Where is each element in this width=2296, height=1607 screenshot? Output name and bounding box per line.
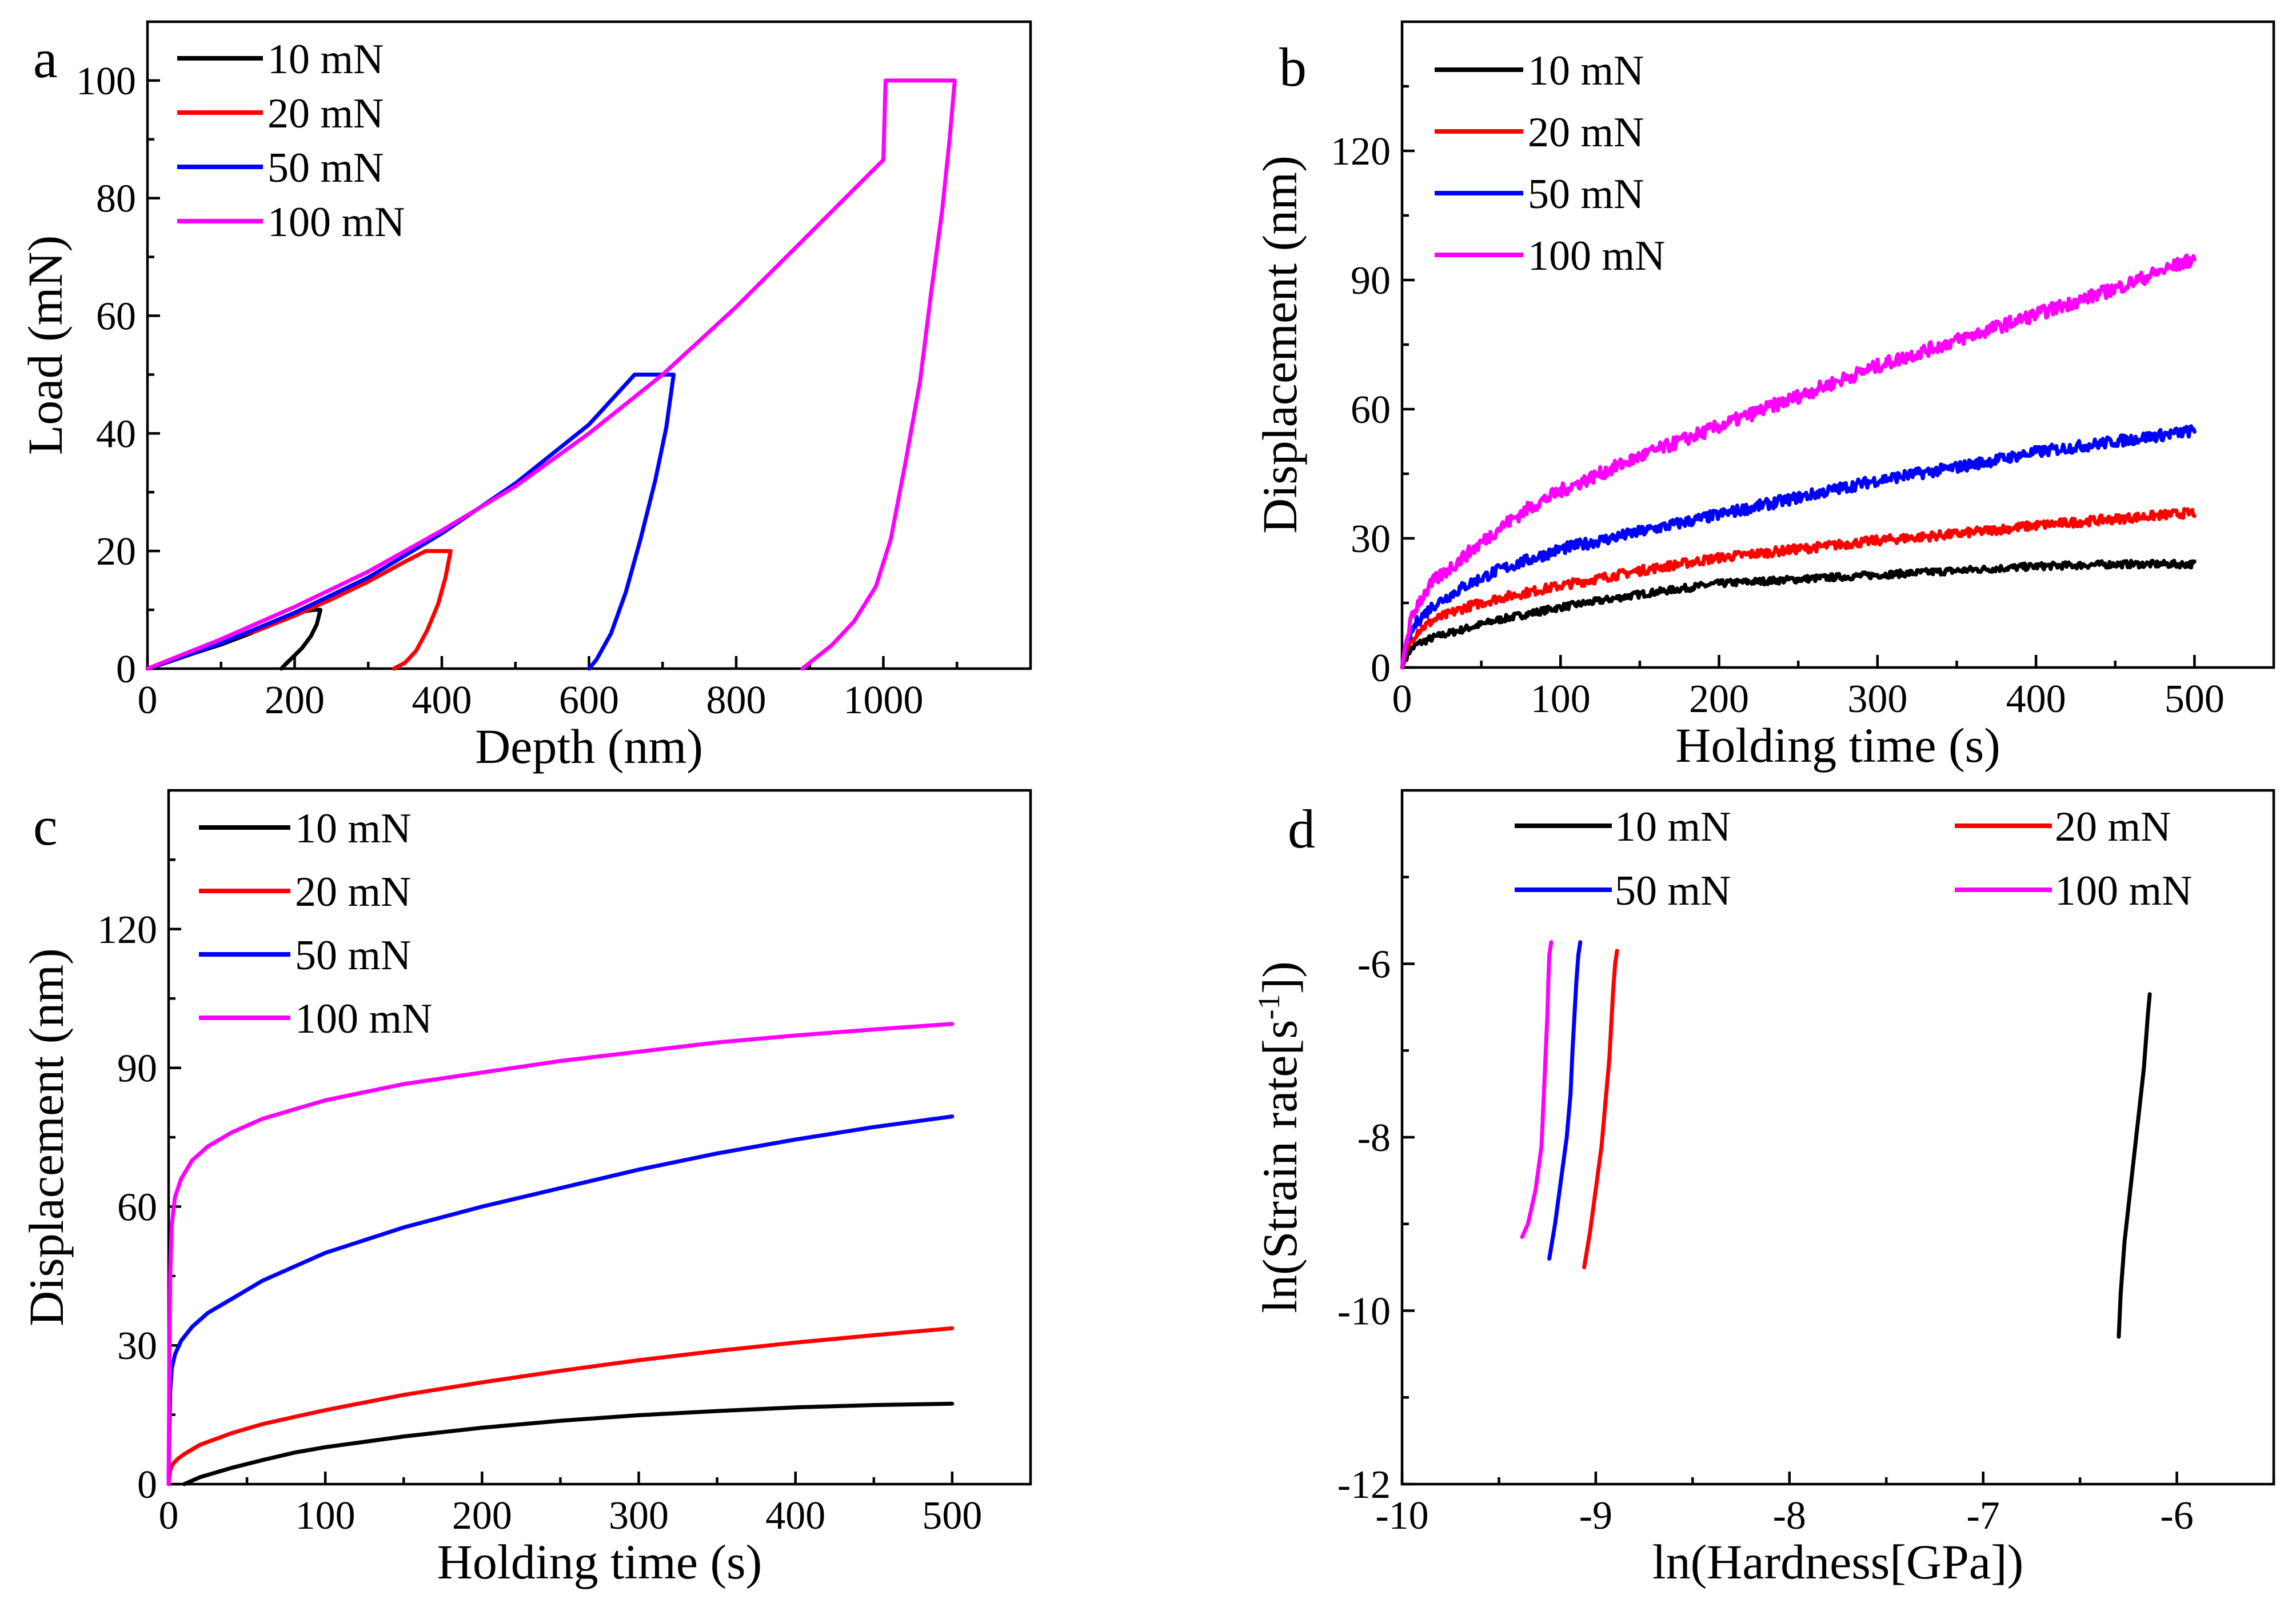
y-axis-label: Load (mN) [18, 235, 73, 455]
y-tick-label: 100 [76, 59, 136, 103]
y-tick-label: 30 [1351, 517, 1391, 561]
panel-a: 0 200 400 600 800 1000 0 20 40 60 80 100 Depth (nm) L… [18, 20, 1032, 774]
y-axis-label-tail: ]) [1252, 961, 1307, 994]
y-tick-label: 80 [96, 177, 136, 221]
legend-label: 100 mN [2055, 868, 2193, 914]
panel-b: 0 100 200 300 400 500 0 30 60 90 120 Holding time (… [1252, 20, 2275, 773]
y-tick-label: 60 [96, 295, 136, 339]
y-tick-label: -10 [1337, 1290, 1391, 1334]
y-axis-label: Displacement (nm) [19, 948, 74, 1326]
legend-label: 100 mN [295, 996, 433, 1042]
x-tick-label: 0 [138, 678, 158, 722]
x-tick-label: 800 [706, 678, 766, 722]
panel-letter: c [33, 795, 58, 857]
legend-label: 20 mN [295, 869, 412, 916]
legend-label: 20 mN [1528, 109, 1644, 156]
y-tick-label: 0 [116, 647, 136, 691]
x-tick-label: -6 [2160, 1494, 2193, 1538]
series-line-50-mn [1547, 940, 1583, 1261]
series-line-50-mn [166, 1114, 955, 1486]
y-tick-label: 40 [96, 412, 136, 456]
legend-label: 10 mN [1528, 47, 1644, 94]
x-tick-label: 200 [452, 1494, 512, 1538]
x-tick-label: 1000 [844, 678, 924, 722]
panel-letter: d [1288, 798, 1315, 860]
x-tick-label: 100 [1531, 677, 1591, 721]
series-line-20-mn [166, 1326, 955, 1486]
x-axis-label: Holding time (s) [1675, 718, 2000, 773]
legend-label: 50 mN [1615, 868, 1731, 914]
series-line-50-mn [1400, 424, 2197, 670]
series-line-20-mn [1582, 949, 1619, 1270]
y-tick-label: 60 [117, 1185, 157, 1229]
series-line-100-mn [1400, 253, 2197, 670]
x-tick-label: 300 [1847, 677, 1907, 721]
legend-label: 100 mN [1528, 233, 1666, 279]
x-tick-label: 300 [609, 1494, 669, 1538]
series-line-20-mn [1400, 507, 2197, 670]
panel-d: -10 -9 -8 -7 -6-12-10-8-6ln(Hardness[GPa])ln… [1252, 789, 2275, 1589]
panel-c: 0 100 200 300 400 500 0 30 60 90 120 Holding time (… [19, 789, 1032, 1589]
panel-letter: a [33, 28, 58, 89]
legend-label: 20 mN [2055, 804, 2171, 850]
x-axis-label: Holding time (s) [437, 1534, 762, 1589]
y-axis-label-superscript: -1 [1252, 994, 1286, 1020]
y-axis-label: ln(Strain rate[s-1]) [1252, 961, 1307, 1313]
series-line-100-mn [166, 1022, 955, 1486]
y-tick-label: 0 [137, 1463, 157, 1507]
legend-label: 20 mN [267, 90, 384, 137]
y-tick-label: -8 [1357, 1116, 1391, 1160]
x-axis-label: ln(Hardness[GPa]) [1652, 1534, 2024, 1589]
legend-label: 10 mN [295, 805, 412, 852]
x-tick-label: -10 [1375, 1494, 1428, 1538]
series-line-100-mn [145, 78, 957, 671]
legend-label: 100 mN [267, 199, 405, 246]
x-tick-label: 200 [265, 678, 325, 722]
series-line-10-mn [1400, 558, 2197, 670]
x-tick-label: 100 [296, 1494, 356, 1538]
legend-label: 50 mN [267, 145, 384, 191]
y-tick-label: 90 [117, 1047, 157, 1091]
series-line-10-mn [182, 1401, 955, 1486]
x-tick-label: 400 [2006, 677, 2066, 721]
x-tick-label: 200 [1689, 677, 1749, 721]
y-tick-label: -12 [1337, 1463, 1391, 1507]
series-line-10-mn [2117, 992, 2152, 1339]
series-line-50-mn [145, 373, 676, 671]
x-tick-label: -7 [1967, 1494, 2000, 1538]
x-tick-label: 500 [2165, 677, 2225, 721]
x-tick-label: 0 [159, 1494, 179, 1538]
legend-label: 10 mN [267, 36, 384, 83]
x-tick-label: 400 [765, 1494, 825, 1538]
y-tick-label: -6 [1357, 943, 1391, 987]
x-tick-label: 0 [1392, 677, 1412, 721]
x-tick-label: 400 [412, 678, 472, 722]
x-axis-label: Depth (nm) [475, 719, 703, 774]
legend-label: 10 mN [1615, 804, 1731, 850]
y-tick-label: 90 [1351, 259, 1391, 303]
x-tick-label: 500 [922, 1494, 982, 1538]
x-tick-label: 600 [559, 678, 619, 722]
x-tick-label: -8 [1773, 1494, 1806, 1538]
y-tick-label: 60 [1351, 388, 1391, 432]
y-tick-label: 20 [96, 530, 136, 574]
y-tick-label: 0 [1371, 646, 1391, 690]
legend-label: 50 mN [295, 932, 412, 979]
y-tick-label: 120 [97, 908, 157, 952]
x-tick-label: -9 [1579, 1494, 1612, 1538]
panel-letter: b [1279, 37, 1307, 98]
legend-label: 50 mN [1528, 171, 1644, 218]
series-line-100-mn [1520, 940, 1554, 1239]
y-tick-label: 30 [117, 1324, 157, 1368]
y-tick-label: 120 [1331, 130, 1391, 174]
y-axis-label: Displacement (nm) [1252, 155, 1307, 534]
